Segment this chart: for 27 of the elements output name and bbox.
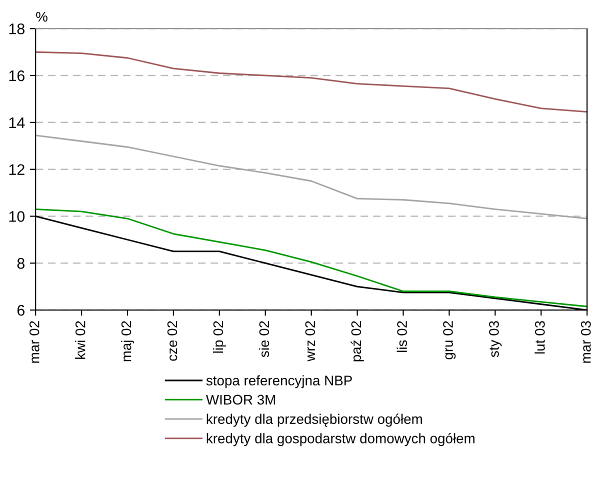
x-tick-label: sty 03	[489, 321, 502, 358]
legend-label: kredyty dla przedsiębiorstw ogółem	[206, 414, 422, 427]
x-tick-label: lut 03	[534, 321, 545, 354]
y-tick-label: 14	[9, 117, 25, 128]
x-tick-label: kwi 02	[75, 321, 86, 359]
line-series	[36, 51, 588, 113]
x-tick-label: cze 02	[167, 321, 178, 361]
x-tick-label: mar 02	[29, 321, 40, 363]
x-tick-label: lip 02	[212, 321, 226, 353]
y-tick-label: 12	[9, 164, 24, 175]
x-tick-label: mar 03	[580, 321, 591, 363]
x-tick-label: paź 02	[350, 321, 364, 362]
x-tick-label: gru 02	[443, 321, 456, 360]
y-tick-label: 10	[9, 211, 25, 222]
legend-label: WIBOR 3M	[206, 394, 276, 405]
legend-label: stopa referencyjna NBP	[206, 375, 352, 388]
y-tick-label: 16	[9, 70, 24, 82]
y-tick-label: 18	[9, 23, 24, 34]
x-tick-label: lis 02	[396, 321, 407, 352]
line-series	[36, 134, 588, 220]
x-tick-label: sie 02	[258, 321, 270, 358]
y-tick-label: 6	[17, 304, 24, 316]
legend-label: kredyty dla gospodarstw domowych ogółem	[206, 432, 474, 446]
y-tick-label: 8	[17, 258, 24, 269]
y-axis-title: %	[36, 12, 48, 22]
x-tick-label: maj 02	[121, 321, 134, 362]
x-tick-label: wrz 02	[305, 321, 316, 362]
